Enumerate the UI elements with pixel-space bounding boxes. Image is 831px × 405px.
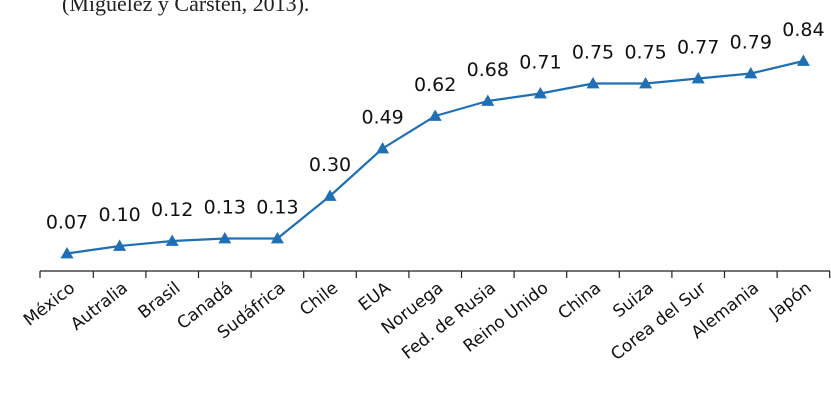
data-point-marker [113, 239, 127, 251]
data-label: 0.79 [730, 32, 772, 54]
data-point-marker [60, 247, 74, 259]
x-tick-label: Chile [296, 278, 342, 320]
data-label: 0.71 [519, 52, 561, 74]
data-point-marker [691, 72, 705, 84]
data-point-marker [586, 77, 600, 89]
data-point-marker [270, 232, 284, 244]
data-label: 0.13 [256, 197, 298, 219]
data-markers [60, 54, 810, 259]
data-label: 0.13 [204, 197, 246, 219]
data-point-marker [481, 94, 495, 106]
caption-fragment: (Miguélez y Carsten, 2013). [62, 0, 309, 16]
data-point-marker [533, 87, 547, 99]
data-label: 0.68 [467, 59, 509, 81]
x-tick-label: EUA [355, 278, 395, 315]
data-point-marker [218, 232, 232, 244]
data-point-marker [744, 67, 758, 79]
x-axis-ticks [39, 271, 831, 278]
data-point-marker [428, 109, 442, 121]
data-label: 0.84 [782, 19, 824, 41]
x-tick-label: China [554, 278, 605, 324]
data-label: 0.07 [46, 212, 88, 234]
data-label: 0.75 [624, 42, 666, 64]
x-tick-label: Japón [765, 278, 815, 324]
data-label: 0.12 [151, 199, 193, 221]
data-point-marker [323, 189, 337, 201]
data-label: 0.30 [309, 154, 351, 176]
data-label: 0.49 [361, 107, 403, 129]
data-label: 0.10 [98, 204, 140, 226]
data-labels: 0.07 0.10 0.12 0.13 0.13 0.30 0.49 0.62 0.68 0.71… [46, 19, 825, 234]
data-label: 0.75 [572, 42, 614, 64]
data-point-marker [376, 142, 390, 154]
data-point-marker [639, 77, 653, 89]
data-label: 0.77 [677, 37, 719, 59]
data-point-marker [796, 54, 810, 66]
data-label: 0.62 [414, 74, 456, 96]
x-tick-label: Autralia [67, 278, 132, 335]
data-point-marker [165, 234, 179, 246]
